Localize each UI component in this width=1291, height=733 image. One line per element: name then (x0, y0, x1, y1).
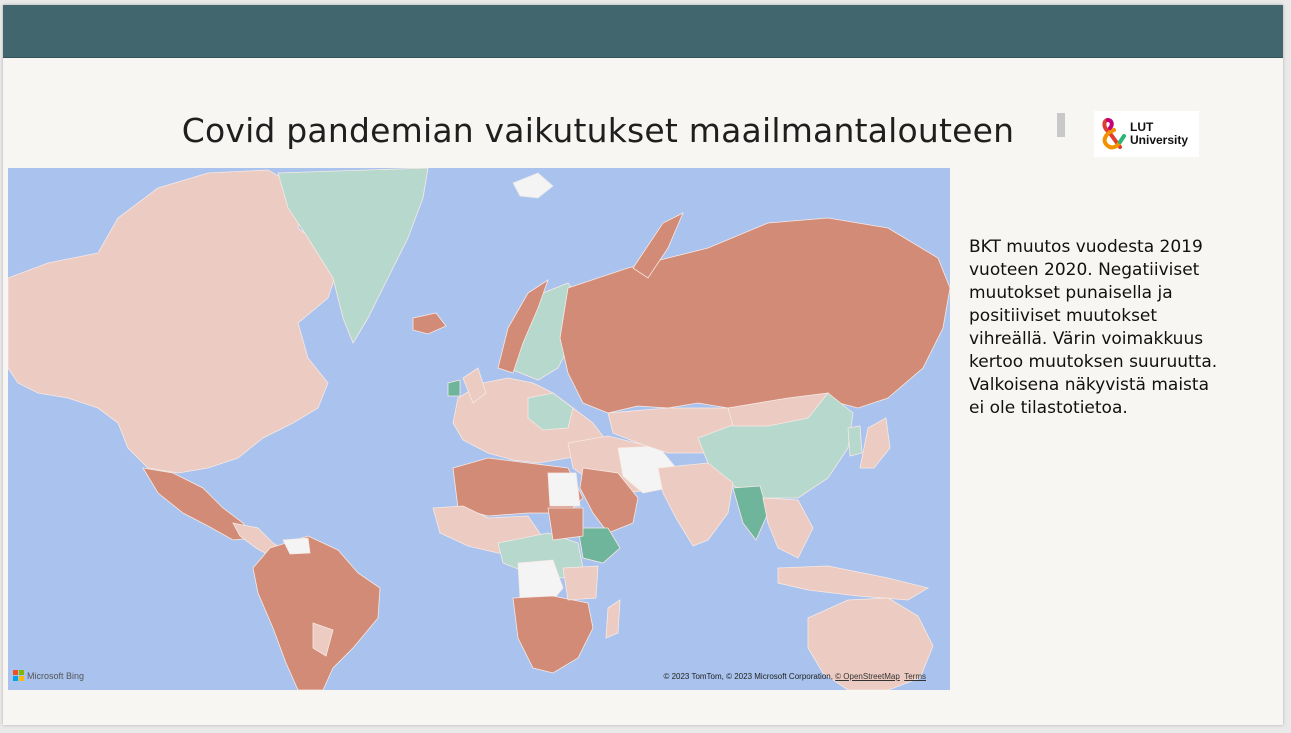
novaya-zemlya-region[interactable] (632, 212, 684, 279)
logo-line-2: University (1130, 133, 1189, 147)
southern-africa-region[interactable] (512, 595, 594, 674)
slide-title: Covid pandemian vaikutukset maailmantalo… (181, 111, 1015, 150)
uk-region[interactable] (462, 367, 487, 404)
south-america-light[interactable] (312, 622, 334, 657)
microsoft-logo-icon (13, 670, 24, 681)
southeast-asia-region[interactable] (762, 497, 814, 559)
bing-watermark: Microsoft Bing (13, 670, 84, 681)
russia-region[interactable] (559, 217, 950, 414)
bangladesh-myanmar-region[interactable] (732, 485, 769, 541)
indonesia-region[interactable] (777, 565, 930, 601)
header-bar (3, 5, 1283, 58)
north-america-region[interactable] (8, 169, 339, 474)
lut-university-logo: LUT University (1094, 111, 1199, 157)
south-america-nodata[interactable] (282, 537, 311, 555)
iceland-region[interactable] (412, 312, 447, 335)
korea-region[interactable] (847, 425, 863, 457)
sudan-region[interactable] (547, 507, 584, 541)
australia-region[interactable] (807, 597, 934, 690)
mongolia-region[interactable] (727, 392, 829, 427)
world-map-canvas[interactable] (8, 168, 950, 690)
logo-line-1: LUT (1130, 120, 1154, 134)
resize-handle[interactable] (1057, 113, 1065, 137)
world-gdp-map[interactable]: Microsoft Bing © 2023 TomTom, © 2023 Mic… (8, 168, 950, 690)
map-description: BKT muutos vuodesta 2019 vuoteen 2020. N… (969, 237, 1218, 418)
ireland-region[interactable] (447, 379, 461, 397)
japan-region[interactable] (859, 417, 891, 469)
madagascar-region[interactable] (605, 599, 621, 639)
map-attribution: © 2023 TomTom, © 2023 Microsoft Corporat… (663, 672, 926, 681)
attribution-text: © 2023 TomTom, © 2023 Microsoft Corporat… (663, 672, 836, 681)
central-europe-green[interactable] (527, 392, 574, 431)
east-africa-light[interactable] (562, 565, 599, 601)
arabia-region[interactable] (579, 467, 639, 534)
svalbard-nodata[interactable] (512, 172, 554, 199)
greenland-region[interactable] (277, 168, 429, 344)
openstreetmap-link[interactable]: © OpenStreetMap (835, 672, 900, 681)
bing-label: Microsoft Bing (27, 670, 85, 681)
egypt-nodata-region[interactable] (547, 472, 581, 507)
terms-link[interactable]: Terms (904, 672, 926, 681)
norway-region[interactable] (497, 279, 549, 374)
slide: Covid pandemian vaikutukset maailmantalo… (3, 5, 1283, 725)
lut-ampersand-icon (1102, 118, 1126, 150)
india-region[interactable] (657, 462, 734, 547)
ethiopia-region[interactable] (577, 527, 621, 564)
south-america-region[interactable] (252, 535, 381, 690)
